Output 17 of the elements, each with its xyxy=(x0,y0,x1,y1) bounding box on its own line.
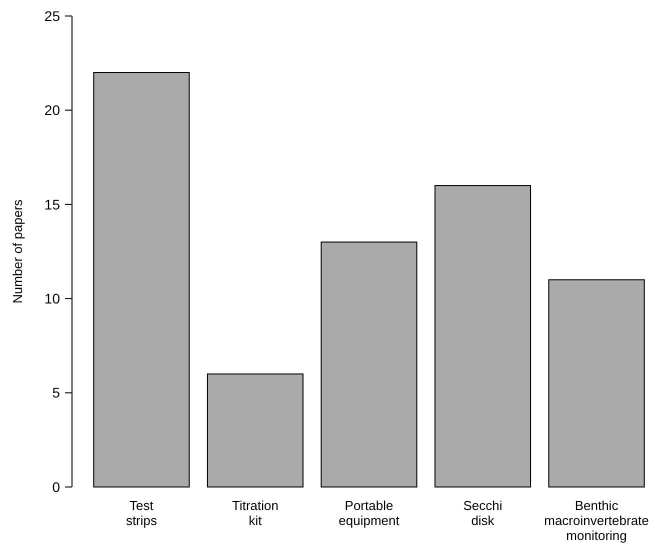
x-tick-label: Titration kit xyxy=(232,498,278,528)
y-tick-label: 25 xyxy=(44,8,60,24)
bar xyxy=(434,185,532,488)
x-tick-label: Test strips xyxy=(126,498,158,528)
x-tick-label: Benthic macroinvertebrate monitoring xyxy=(544,498,649,543)
y-tick-label: 5 xyxy=(52,384,60,401)
bar xyxy=(93,72,190,488)
x-tick-label: Secchi disk xyxy=(463,498,502,528)
y-tick-label: 15 xyxy=(44,196,60,212)
y-tick-label: 20 xyxy=(44,102,60,118)
bar xyxy=(320,242,418,488)
y-tick-label: 0 xyxy=(52,478,60,495)
bar xyxy=(548,279,645,488)
y-tick-label: 10 xyxy=(44,290,60,306)
y-axis-title: Number of papers xyxy=(10,198,25,304)
x-tick-label: Portable equipment xyxy=(338,498,400,528)
bar xyxy=(206,373,304,488)
